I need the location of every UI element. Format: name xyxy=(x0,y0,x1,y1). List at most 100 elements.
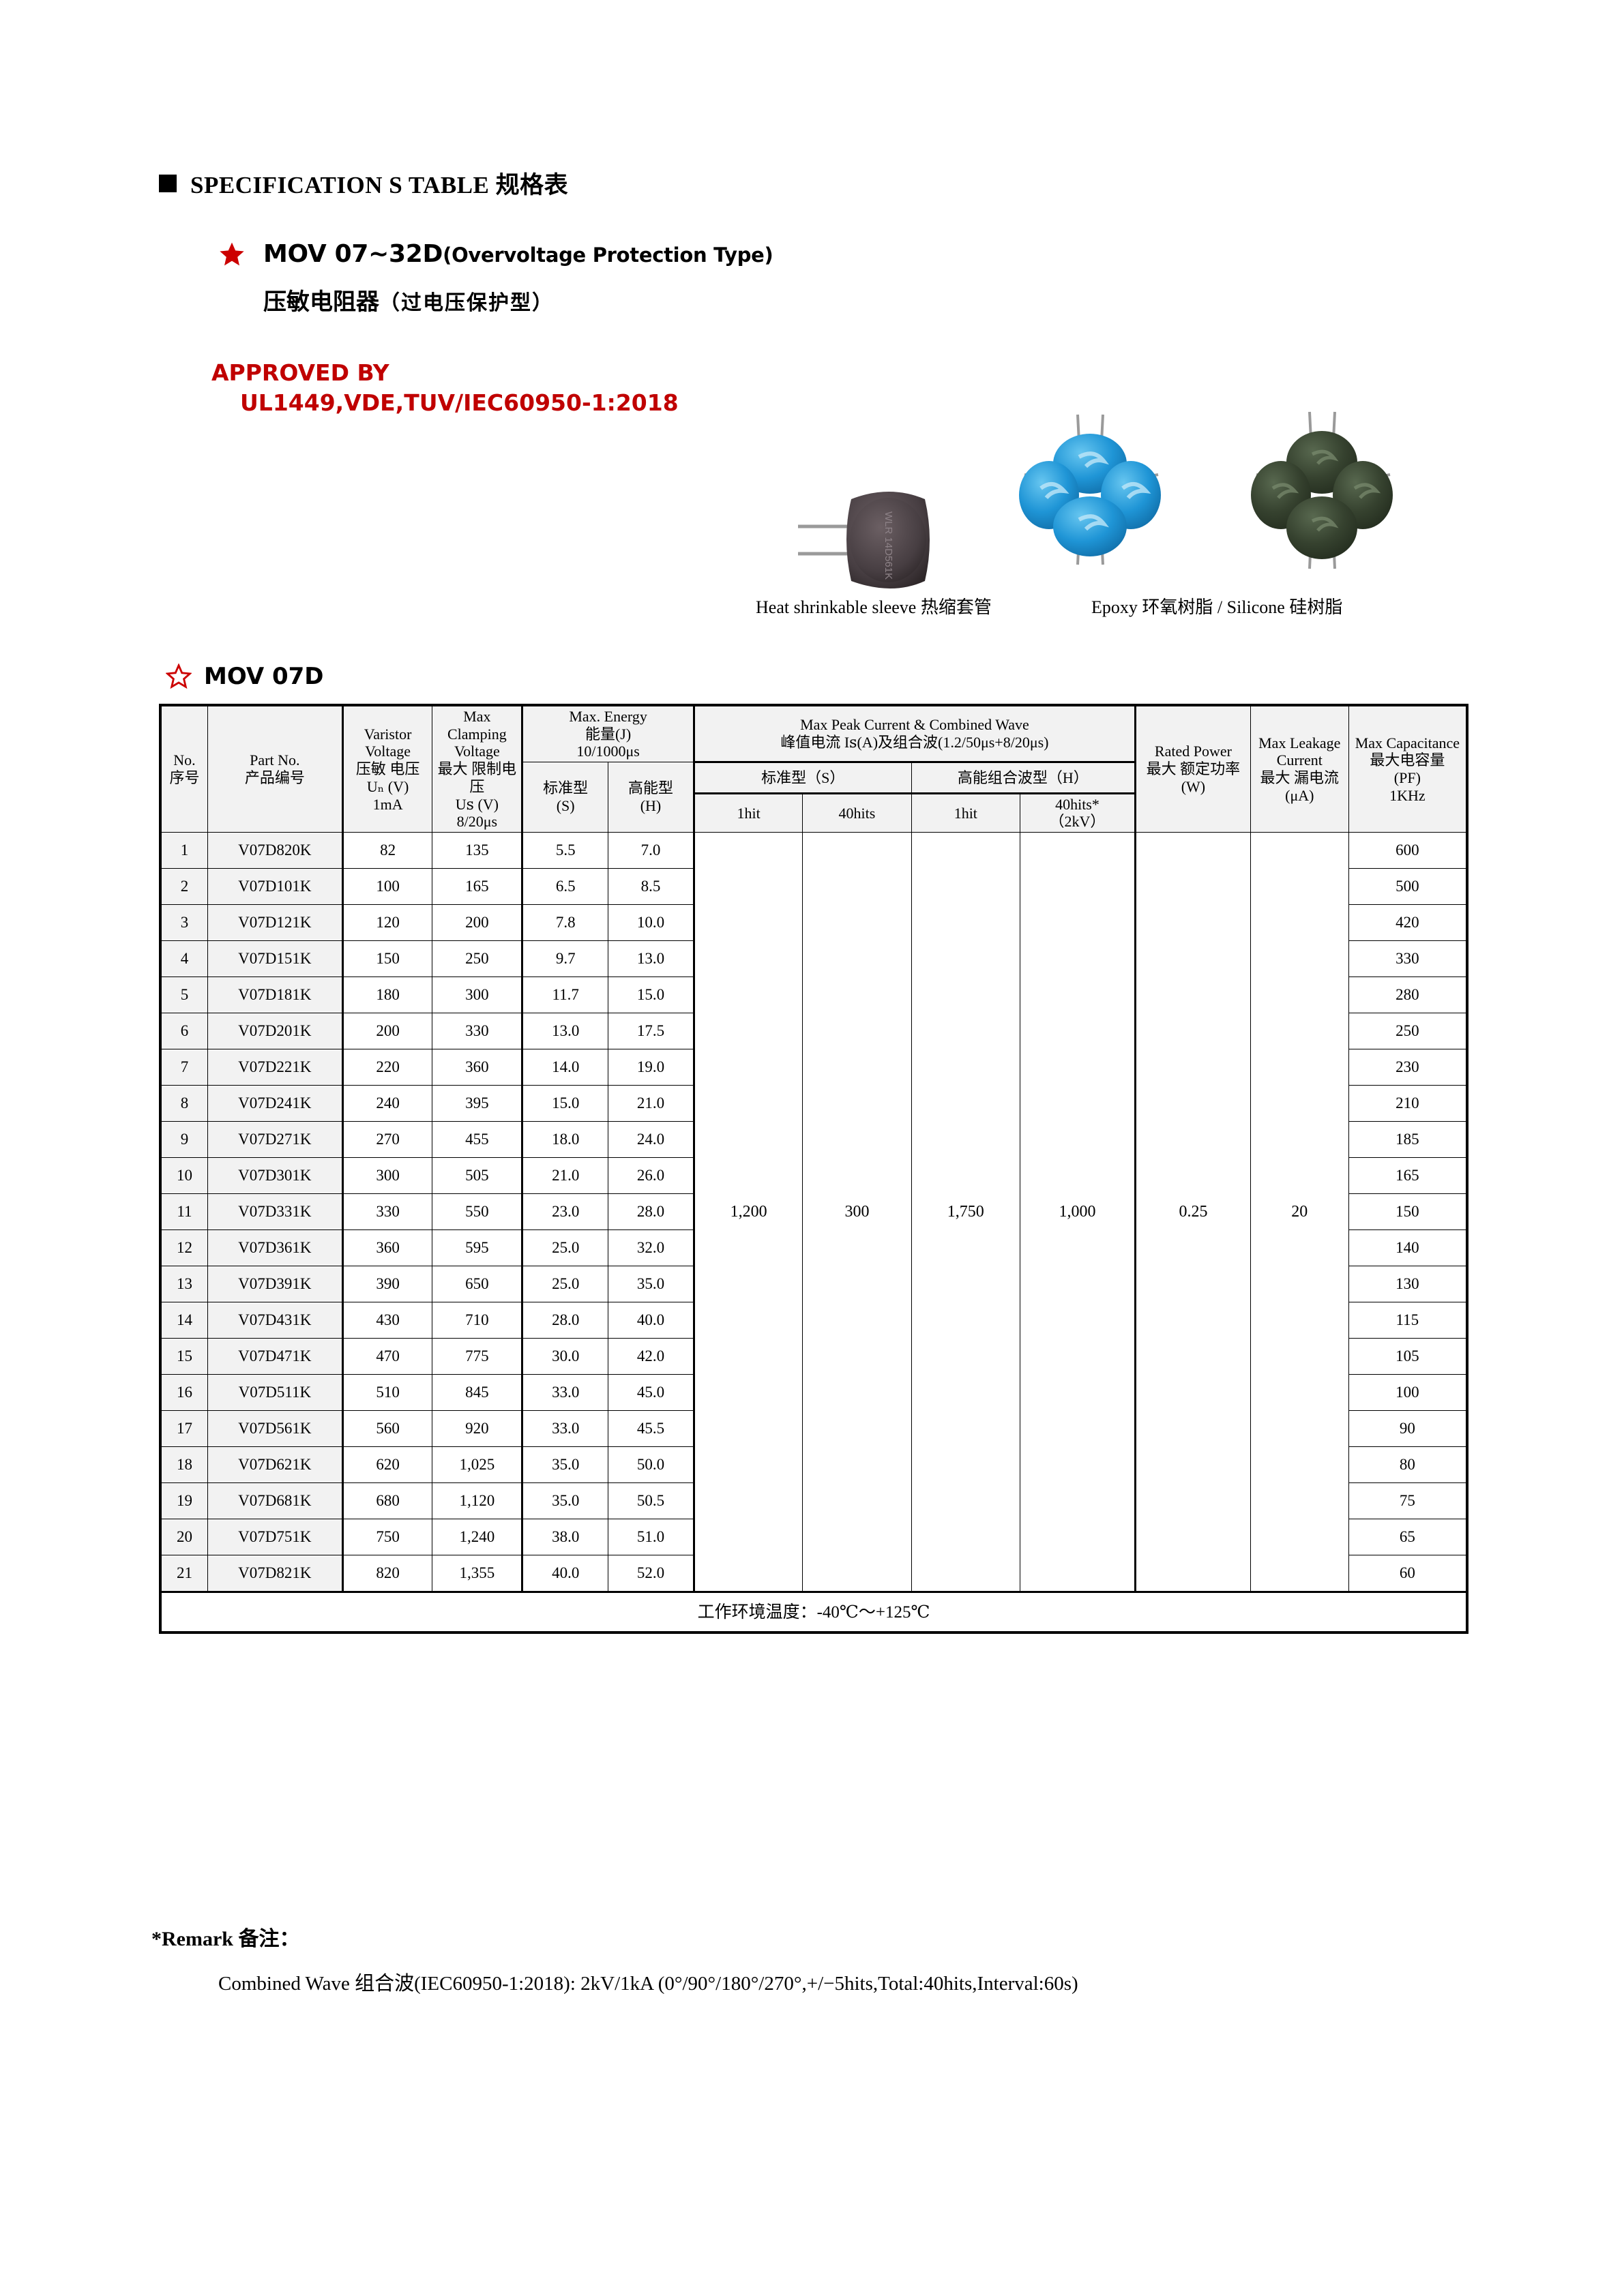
table-row: 16 V07D511K 510 845 33.0 45.0 100 xyxy=(160,1374,1468,1412)
cell-part-no: V07D561K xyxy=(207,1410,344,1448)
cell-no: 1 xyxy=(160,832,208,869)
cell-part-no: V07D820K xyxy=(207,832,344,869)
header-std-40hits: 40hits xyxy=(802,792,912,833)
specification-heading-label: SPECIFICATION S TABLE 规格表 xyxy=(190,172,569,198)
cell-energy-standard: 38.0 xyxy=(522,1519,609,1556)
header-peak-standard: 标准型（S） xyxy=(693,762,912,794)
cell-energy-high: 45.0 xyxy=(608,1374,695,1412)
mov07d-label: MOV 07D xyxy=(204,663,324,690)
cell-part-no: V07D301K xyxy=(207,1157,344,1195)
cell-varistor-voltage: 390 xyxy=(342,1266,433,1303)
cell-no: 17 xyxy=(160,1410,208,1448)
header-std-1hit: 1hit xyxy=(693,792,803,833)
cell-capacitance: 140 xyxy=(1348,1229,1468,1267)
table-row: 8 V07D241K 240 395 15.0 21.0 210 xyxy=(160,1085,1468,1122)
cell-varistor-voltage: 680 xyxy=(342,1482,433,1520)
approved-by-standards: UL1449,VDE,TUV/IEC60950-1:2018 xyxy=(240,389,679,416)
mov07d-section-heading: MOV 07D xyxy=(166,663,324,690)
cell-energy-standard: 13.0 xyxy=(522,1013,609,1050)
product-title-type: (Overvoltage Protection Type) xyxy=(443,243,773,267)
cell-clamping-voltage: 395 xyxy=(432,1085,524,1122)
table-row: 11 V07D331K 330 550 23.0 28.0 150 xyxy=(160,1193,1468,1231)
cell-clamping-voltage: 595 xyxy=(432,1229,524,1267)
cell-no: 14 xyxy=(160,1302,208,1339)
cell-clamping-voltage: 360 xyxy=(432,1049,524,1086)
cell-varistor-voltage: 430 xyxy=(342,1302,433,1339)
header-energy-high: 高能型 (H) xyxy=(608,762,695,833)
cell-varistor-voltage: 270 xyxy=(342,1121,433,1159)
cell-no: 9 xyxy=(160,1121,208,1159)
cell-no: 10 xyxy=(160,1157,208,1195)
cell-part-no: V07D181K xyxy=(207,976,344,1014)
cell-rated-power: 0.25 xyxy=(1134,832,1251,1593)
cell-part-no: V07D151K xyxy=(207,940,344,978)
operating-temperature: 工作环境温度：-40℃～+125℃ xyxy=(160,1591,1468,1633)
product-title-block: MOV 07~32D(Overvoltage Protection Type) … xyxy=(218,240,773,316)
header-max-energy: Max. Energy 能量(J) 10/1000μs xyxy=(522,704,695,763)
cell-energy-standard: 35.0 xyxy=(522,1446,609,1484)
header-energy-high-code: (H) xyxy=(640,797,662,815)
cell-clamping-voltage: 775 xyxy=(432,1338,524,1375)
approved-by-label: APPROVED BY xyxy=(211,359,389,386)
table-row: 6 V07D201K 200 330 13.0 17.5 250 xyxy=(160,1013,1468,1050)
cell-capacitance: 100 xyxy=(1348,1374,1468,1412)
cell-varistor-voltage: 510 xyxy=(342,1374,433,1412)
cell-part-no: V07D241K xyxy=(207,1085,344,1122)
cell-varistor-voltage: 180 xyxy=(342,976,433,1014)
cell-energy-high: 7.0 xyxy=(608,832,695,869)
header-varistor-voltage-cn: 压敏 电压 xyxy=(355,760,420,778)
product-photos: WLR 14D561K xyxy=(771,409,1466,607)
cell-varistor-voltage: 330 xyxy=(342,1193,433,1231)
cell-capacitance: 105 xyxy=(1348,1338,1468,1375)
cell-energy-high: 26.0 xyxy=(608,1157,695,1195)
header-high-40hits-voltage: （2kV） xyxy=(1049,813,1106,831)
cell-energy-standard: 7.8 xyxy=(522,904,609,942)
cell-varistor-voltage: 120 xyxy=(342,904,433,942)
cell-peak-std-1hit: 1,200 xyxy=(693,832,803,1593)
header-high-40hits: 40hits* （2kV） xyxy=(1019,792,1136,833)
header-part-no: Part No. 产品编号 xyxy=(207,704,344,833)
header-max-energy-cond: 10/1000μs xyxy=(576,743,640,760)
cell-part-no: V07D391K xyxy=(207,1266,344,1303)
cell-no: 8 xyxy=(160,1085,208,1122)
cell-varistor-voltage: 470 xyxy=(342,1338,433,1375)
header-varistor-voltage-en: Varistor Voltage xyxy=(364,725,412,760)
cell-clamping-voltage: 200 xyxy=(432,904,524,942)
cell-clamping-voltage: 300 xyxy=(432,976,524,1014)
cell-capacitance: 75 xyxy=(1348,1482,1468,1520)
header-capacitance: Max Capacitance 最大电容量 (PF) 1KHz xyxy=(1348,704,1468,833)
header-no-en: No. xyxy=(173,751,196,769)
cell-clamping-voltage: 250 xyxy=(432,940,524,978)
cell-part-no: V07D511K xyxy=(207,1374,344,1412)
cell-clamping-voltage: 135 xyxy=(432,832,524,869)
table-row: 14 V07D431K 430 710 28.0 40.0 115 xyxy=(160,1302,1468,1339)
header-peak-current-en: Max Peak Current & Combined Wave xyxy=(800,716,1029,734)
cell-energy-high: 19.0 xyxy=(608,1049,695,1086)
cell-energy-high: 13.0 xyxy=(608,940,695,978)
header-row-3: 1hit 40hits 1hit 40hits* （2kV） xyxy=(160,792,1467,833)
header-clamping-voltage-unit: Uꜱ (V) xyxy=(455,795,499,813)
cell-energy-high: 35.0 xyxy=(608,1266,695,1303)
header-part-no-en: Part No. xyxy=(250,751,300,769)
header-varistor-voltage-unit: Uₙ (V) xyxy=(366,777,409,795)
cell-energy-high: 52.0 xyxy=(608,1555,695,1593)
header-clamping-voltage-cond: 8/20μs xyxy=(456,813,498,831)
header-energy-standard: 标准型 (S) xyxy=(522,762,609,833)
specification-table: No. 序号 Part No. 产品编号 Varistor Voltage 压敏… xyxy=(159,704,1468,1635)
product-title-cn: 压敏电阻器 xyxy=(263,288,379,316)
product-title-row-cn: 压敏电阻器（过电压保护型） xyxy=(263,283,773,316)
square-bullet-icon xyxy=(159,174,177,192)
cell-capacitance: 600 xyxy=(1348,832,1468,869)
cell-no: 12 xyxy=(160,1229,208,1267)
cell-varistor-voltage: 560 xyxy=(342,1410,433,1448)
table-footer-row: 工作环境温度：-40℃～+125℃ xyxy=(160,1591,1468,1633)
cell-capacitance: 210 xyxy=(1348,1085,1468,1122)
cell-leakage-current: 20 xyxy=(1250,832,1349,1593)
cell-no: 20 xyxy=(160,1519,208,1556)
cell-capacitance: 130 xyxy=(1348,1266,1468,1303)
cell-energy-high: 8.5 xyxy=(608,868,695,906)
cell-varistor-voltage: 200 xyxy=(342,1013,433,1050)
table-row: 13 V07D391K 390 650 25.0 35.0 130 xyxy=(160,1266,1468,1303)
header-capacitance-cond: 1KHz xyxy=(1389,786,1426,804)
header-peak-high: 高能组合波型（H） xyxy=(911,762,1136,794)
